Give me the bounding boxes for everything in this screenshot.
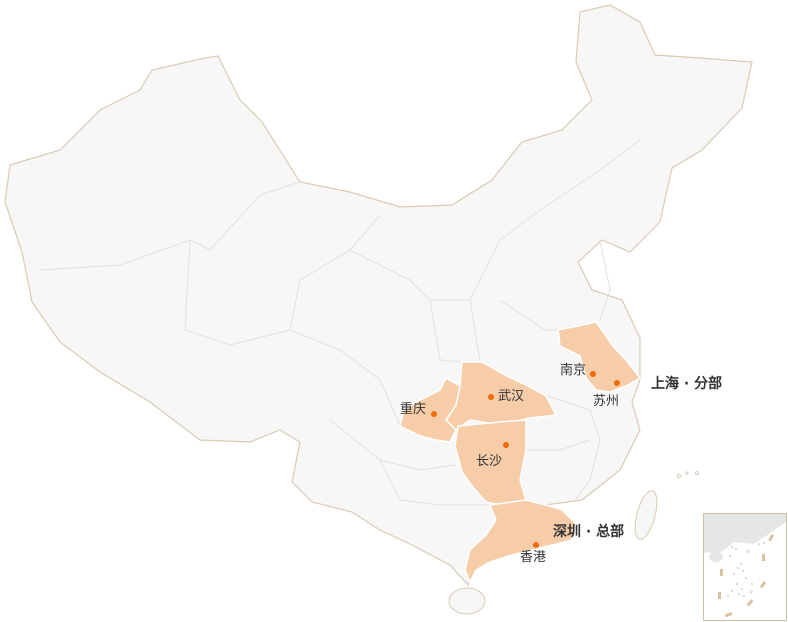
region-jiangsu-shanghai: [557, 321, 642, 393]
office-label-shenzhen: 深圳 · 总部: [553, 524, 625, 540]
south-china-sea-inset: [703, 513, 787, 621]
city-dot-wuhan: [488, 394, 494, 400]
inset-map: [704, 514, 786, 618]
city-dot-changsha: [503, 442, 509, 448]
city-dots: [431, 371, 620, 548]
taiwan: [634, 490, 658, 540]
city-label-suzhou: 苏州: [593, 394, 620, 409]
small-islands: [677, 471, 699, 478]
city-dot-hongkong: [533, 542, 539, 548]
city-label-nanjing: 南京: [560, 363, 587, 378]
city-label-chongqing: 重庆: [400, 402, 427, 417]
city-dot-nanjing: [590, 371, 596, 377]
region-chongqing: [399, 376, 461, 443]
city-dot-chongqing: [431, 411, 437, 417]
office-label-shanghai: 上海 · 分部: [651, 376, 723, 392]
city-label-hongkong: 香港: [520, 550, 547, 565]
city-dot-suzhou: [614, 380, 620, 386]
city-label-wuhan: 武汉: [498, 389, 525, 404]
china-outline: [4, 4, 753, 587]
province-borders: [39, 139, 641, 506]
city-label-changsha: 长沙: [476, 454, 503, 469]
highlighted-provinces: [399, 321, 642, 584]
region-guangdong: [464, 499, 577, 584]
hainan: [448, 587, 486, 615]
